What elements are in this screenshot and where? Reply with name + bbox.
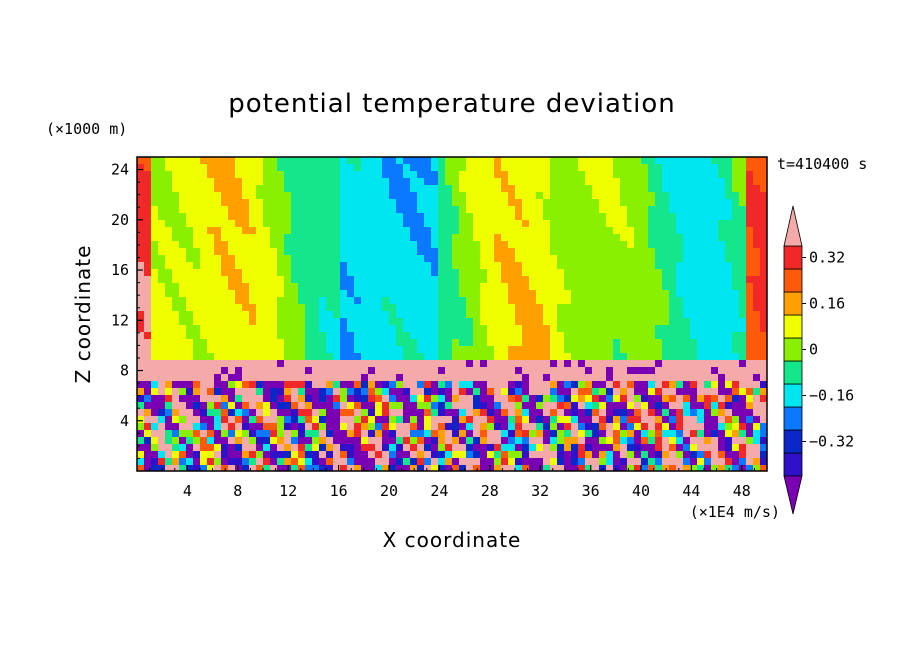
time-label: t=410400 s	[777, 155, 867, 173]
x-tick-label: 40	[632, 482, 650, 500]
colorbar-band	[783, 429, 803, 454]
y-tick-label: 16	[111, 261, 129, 279]
x-tick-label: 4	[183, 482, 192, 500]
colorbar-band	[783, 383, 803, 408]
colorbar-label: −0.16	[809, 387, 854, 405]
colorbar: 0.32 0.16 0 −0.16 −0.32	[783, 205, 854, 515]
y-tick-label: 4	[120, 412, 129, 430]
y-tick-label: 8	[120, 362, 129, 380]
x-tick-label: 16	[330, 482, 348, 500]
x-axis-ticks: 4 8 12 16 20 24 28 32 36 40 44 48	[149, 465, 755, 500]
x-tick-label: 36	[582, 482, 600, 500]
colorbar-top-arrow	[783, 205, 803, 247]
colorbar-band	[783, 406, 803, 431]
y-tick-label: 24	[111, 161, 129, 179]
colorbar-band	[783, 337, 803, 362]
x-tick-label: 24	[430, 482, 448, 500]
colorbar-label: −0.32	[809, 433, 854, 451]
colorbar-band	[783, 268, 803, 293]
x-unit-label: (×1E4 m/s)	[690, 503, 780, 521]
y-tick-label: 12	[111, 311, 129, 329]
x-tick-label: 32	[531, 482, 549, 500]
x-tick-label: 12	[279, 482, 297, 500]
x-tick-label: 20	[380, 482, 398, 500]
x-tick-label: 48	[733, 482, 751, 500]
colorbar-label: 0.16	[809, 295, 845, 313]
colorbar-band	[783, 314, 803, 339]
y-tick-label: 20	[111, 211, 129, 229]
colorbar-band	[783, 360, 803, 385]
colorbar-band	[783, 291, 803, 316]
chart-title: potential temperature deviation	[228, 89, 675, 119]
contour-field	[137, 157, 767, 471]
x-axis-label: X coordinate	[383, 528, 522, 552]
y-unit-label: (×1000 m)	[46, 120, 127, 138]
colorbar-band	[783, 245, 803, 270]
colorbar-band	[783, 452, 803, 477]
x-tick-label: 8	[233, 482, 242, 500]
x-tick-label: 44	[682, 482, 700, 500]
y-axis-ticks: 4 8 12 16 20 24	[111, 161, 143, 459]
colorbar-label: 0	[809, 341, 818, 359]
x-tick-label: 28	[481, 482, 499, 500]
colorbar-label: 0.32	[809, 249, 845, 267]
colorbar-bottom-arrow	[783, 475, 803, 515]
y-axis-label: Z coordinate	[71, 245, 95, 384]
